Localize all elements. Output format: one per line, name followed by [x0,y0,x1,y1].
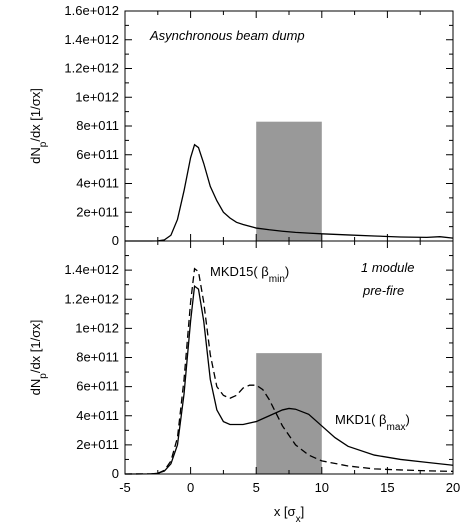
y-tick-label: 8e+011 [76,350,119,365]
y-axis-label: dNp/dx [1/σx] [28,88,49,164]
top-panel: 0 2e+011 4e+011 6e+011 8e+011 1e+012 1.2e+012 1… [28,3,454,248]
y-tick-label: 2e+011 [76,437,119,452]
x-tick-label: 20 [446,480,460,495]
series-label-dashed: MKD15( βmin) [210,264,289,285]
y-tick-label: 1.2e+012 [64,61,119,76]
x-axis-label: x [σx] [274,504,304,525]
y-tick-label: 4e+011 [76,408,119,423]
y-tick-label: 1.4e+012 [64,262,119,277]
y-tick-label: 2e+011 [76,204,119,219]
annotation-title: Asynchronous beam dump [149,28,305,43]
y-tick-label: 8e+011 [76,118,119,133]
bottom-panel: 0 2e+011 4e+011 6e+011 8e+011 1e+012 1.2e+012 1… [28,240,460,525]
series-line-solid [125,143,454,242]
x-tick-label: -5 [119,480,131,495]
y-tick-label: 1e+012 [75,89,119,104]
shaded-band [256,121,322,241]
x-tick-label: 10 [315,480,329,495]
shaded-band [256,353,322,474]
y-axis-label: dNp/dx [1/σx] [28,320,49,396]
annotation-line-2: pre-fire [362,283,404,298]
y-tick-label: 1e+012 [75,320,119,335]
x-tick-label: 0 [187,480,194,495]
annotation-line-1: 1 module [361,260,414,275]
y-tick-label: 1.2e+012 [64,291,119,306]
y-tick-label: 6e+011 [76,379,119,394]
series-label-solid: MKD1( βmax) [335,412,410,433]
x-tick-label: 5 [253,480,260,495]
y-tick-label: 6e+011 [76,147,119,162]
y-tick-label: 0 [112,233,119,248]
y-tick-label: 1.4e+012 [64,32,119,47]
series-line-dashed [124,267,454,475]
y-tick-label: 1.6e+012 [64,3,119,18]
y-tick-label: 0 [112,466,119,481]
series-line-solid [124,284,454,475]
y-tick-label: 4e+011 [76,176,119,191]
x-tick-label: 15 [380,480,394,495]
